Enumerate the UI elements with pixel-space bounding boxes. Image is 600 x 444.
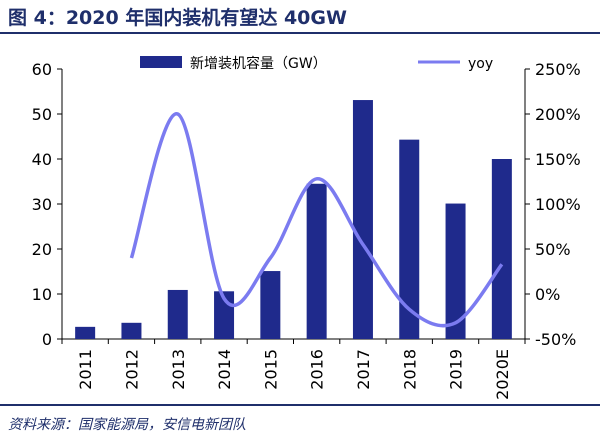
bar [352, 100, 373, 339]
source-note: 资料来源：国家能源局，安信电新团队 [8, 417, 246, 433]
legend-bar-swatch [140, 56, 182, 68]
x-tick-label: 2014 [215, 349, 234, 390]
y-right-tick-label: 100% [535, 195, 581, 214]
x-tick-label: 2015 [261, 349, 280, 390]
legend-line-label: yoy [468, 56, 493, 72]
x-tick-label: 2013 [169, 349, 188, 390]
x-tick-label: 2019 [447, 349, 466, 390]
y-right-tick-label: 200% [535, 105, 581, 124]
x-tick-label: 2020E [493, 349, 512, 400]
axes: 0 10 20 30 40 50 60 -50% 0% 50% 100% 150% 200% 250% [32, 60, 581, 349]
bar [445, 203, 466, 339]
bar [121, 322, 142, 339]
bar [306, 183, 327, 339]
x-tick-label: 2017 [354, 349, 373, 390]
y-left-tick-label: 30 [32, 195, 52, 214]
y-right-tick-label: 0% [535, 285, 560, 304]
y-right-tick-label: 50% [535, 240, 571, 259]
y-right-tick-label: 250% [535, 60, 581, 79]
chart: 新增装机容量（GW） yoy 0 10 20 30 40 50 60 -50% 0% 50% 100… [32, 55, 581, 400]
yoy-line [129, 112, 504, 328]
x-tick-label: 2012 [122, 349, 141, 390]
legend: 新增装机容量（GW） yoy [140, 55, 493, 72]
x-tick-labels: 2011 2012 2013 2014 2015 2016 2017 2018 2019 2020… [76, 349, 512, 400]
bar [260, 271, 281, 339]
bar [491, 159, 512, 339]
x-tick-label: 2018 [400, 349, 419, 390]
y-right-tick-label: 150% [535, 150, 581, 169]
y-left-tick-label: 60 [32, 60, 52, 79]
y-right-tick-label: -50% [535, 330, 576, 349]
chart-title: 图 4：2020 年国内装机有望达 40GW [8, 7, 347, 29]
y-left-tick-label: 50 [32, 105, 52, 124]
bar-series [75, 100, 512, 339]
x-tick-label: 2016 [308, 349, 327, 390]
x-tick-label: 2011 [76, 349, 95, 390]
bar [75, 326, 96, 339]
y-left-tick-label: 20 [32, 240, 52, 259]
y-left-tick-label: 0 [42, 330, 52, 349]
legend-bar-label: 新增装机容量（GW） [190, 55, 327, 72]
title-bar: 图 4：2020 年国内装机有望达 40GW [0, 0, 600, 34]
bar [167, 289, 188, 339]
y-left-tick-label: 10 [32, 285, 52, 304]
source-bar: 资料来源：国家能源局，安信电新团队 [0, 404, 600, 444]
y-left-tick-label: 40 [32, 150, 52, 169]
bar [399, 139, 420, 339]
